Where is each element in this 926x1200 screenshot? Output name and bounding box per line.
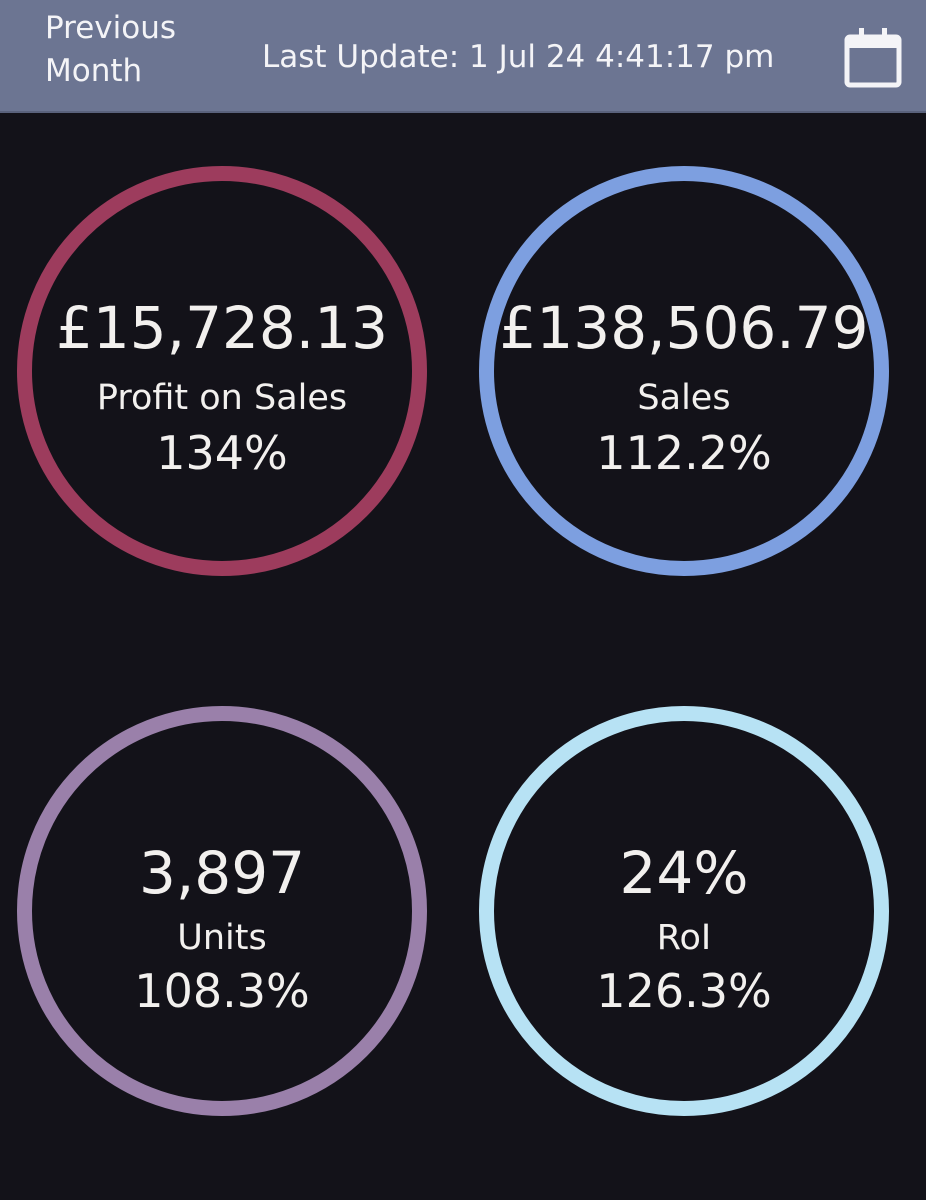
metric-change: 112.2% <box>596 426 772 480</box>
metric-value: 24% <box>619 839 749 907</box>
metric-label: Sales <box>637 378 731 418</box>
metric-change: 134% <box>156 426 288 480</box>
metric-value: 3,897 <box>138 839 306 907</box>
metric-card-roi[interactable]: 24% RoI 126.3% <box>479 706 889 1116</box>
metric-change: 108.3% <box>134 964 310 1018</box>
metric-value: £138,506.79 <box>499 294 869 362</box>
metric-value: £15,728.13 <box>55 294 389 362</box>
metric-label: Units <box>177 918 267 958</box>
period-selector[interactable]: Previous Month <box>45 10 177 89</box>
metric-label: RoI <box>656 918 712 958</box>
metric-change: 126.3% <box>596 964 772 1018</box>
header-bar: Previous Month Last Update: 1 Jul 24 4:4… <box>0 0 926 113</box>
metric-card-sales[interactable]: £138,506.79 Sales 112.2% <box>479 166 889 576</box>
metric-card-profit[interactable]: £15,728.13 Profit on Sales 134% <box>17 166 427 576</box>
metric-card-units[interactable]: 3,897 Units 108.3% <box>17 706 427 1116</box>
calendar-icon[interactable] <box>844 28 902 88</box>
last-update-text: Last Update: 1 Jul 24 4:41:17 pm <box>262 39 775 75</box>
metric-label: Profit on Sales <box>96 378 348 418</box>
